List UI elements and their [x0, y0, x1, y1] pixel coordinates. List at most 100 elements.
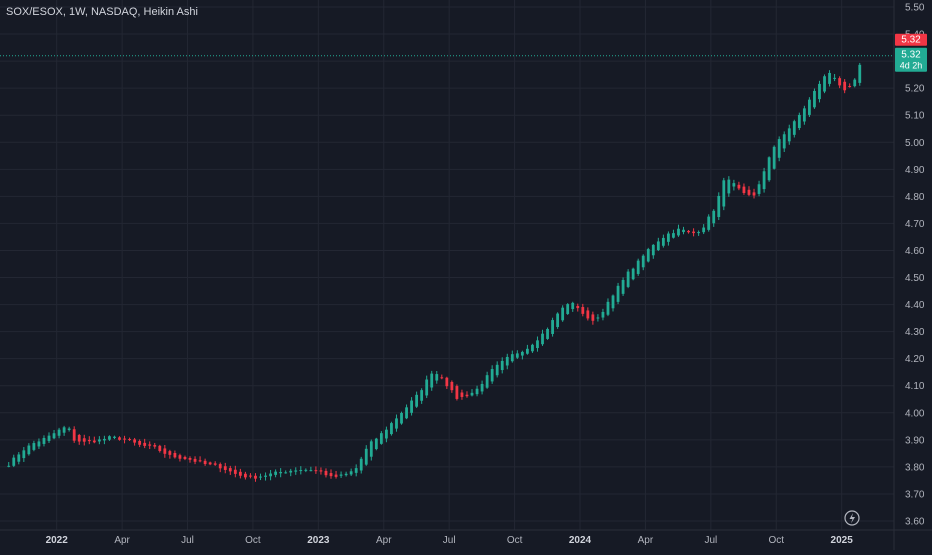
chart-title: SOX/ESOX, 1W, NASDAQ, Heikin Ashi: [6, 6, 198, 18]
candle-body: [621, 280, 625, 294]
candle-body: [289, 470, 293, 473]
candle-body: [636, 260, 640, 274]
candle-body: [254, 475, 257, 479]
candle-body: [77, 434, 81, 442]
y-tick-label: 4.60: [905, 246, 925, 257]
candle-body: [344, 473, 348, 476]
candle-body: [697, 232, 701, 234]
candle-body: [797, 114, 801, 129]
x-tick-label: Apr: [638, 535, 654, 546]
candle-body: [97, 439, 101, 442]
candle-body: [299, 470, 303, 472]
candle-body: [213, 463, 217, 465]
y-tick-label: 3.60: [905, 517, 925, 528]
candle-body: [425, 379, 429, 396]
y-tick-label: 4.80: [905, 192, 925, 203]
price-label-green-value: 5.32: [901, 50, 921, 61]
candle-body: [183, 456, 187, 460]
candle-body: [37, 441, 41, 447]
candle-body: [838, 78, 842, 86]
candle-body: [103, 438, 106, 441]
x-tick-label: Jul: [704, 535, 717, 546]
y-tick-label: 3.70: [905, 489, 925, 500]
candle-body: [369, 441, 373, 457]
x-tick-label: 2025: [831, 535, 854, 546]
candle-body: [153, 445, 157, 447]
candle-body: [319, 470, 323, 472]
y-tick-label: 4.40: [905, 300, 925, 311]
x-tick-label: Oct: [768, 535, 784, 546]
candle-body: [566, 304, 570, 314]
candle-body: [138, 440, 142, 445]
candle-body: [238, 471, 242, 476]
candle-body: [672, 233, 675, 238]
candle-body: [853, 79, 857, 87]
x-tick-label: 2024: [569, 535, 592, 546]
candle-body: [641, 255, 645, 268]
candle-body: [752, 192, 756, 196]
x-tick-label: Apr: [376, 535, 392, 546]
candle-body: [228, 468, 232, 472]
candle-body: [450, 381, 454, 391]
candle-body: [118, 437, 121, 440]
candle-body: [339, 474, 343, 476]
candle-body: [702, 227, 706, 233]
candle-body: [460, 392, 464, 397]
candle-body: [92, 440, 96, 443]
candle-body: [223, 466, 227, 470]
candle-body: [349, 471, 353, 475]
candle-body: [249, 475, 252, 477]
candle-body: [133, 439, 137, 443]
y-tick-label: 3.80: [905, 462, 925, 473]
candle-body: [757, 184, 761, 194]
candle-body: [480, 383, 484, 392]
x-tick-label: Oct: [245, 535, 261, 546]
candle-body: [556, 313, 560, 328]
x-tick-label: Jul: [181, 535, 194, 546]
y-tick-label: 5.20: [905, 84, 925, 95]
lightning-bolt-icon: [849, 513, 855, 524]
y-tick-label: 4.20: [905, 354, 925, 365]
candle-body: [682, 229, 685, 233]
candle-body: [656, 241, 660, 251]
candle-body: [324, 470, 328, 476]
candle-body: [264, 475, 267, 477]
candle-body: [430, 373, 434, 388]
candle-body: [128, 439, 131, 441]
candle-body: [87, 439, 91, 442]
candle-body: [767, 157, 771, 181]
candle-body: [818, 83, 821, 100]
candle-body: [772, 146, 776, 169]
price-label-red-text: 5.32: [901, 35, 921, 46]
candle-body: [586, 310, 590, 319]
candle-body: [782, 134, 786, 149]
candle-body: [692, 231, 695, 234]
candle-body: [536, 340, 539, 349]
candle-body: [7, 465, 11, 467]
candle-body: [727, 179, 731, 194]
candle-body: [858, 64, 862, 83]
candle-body: [334, 474, 338, 477]
candle-body: [198, 460, 202, 462]
candle-body: [32, 443, 36, 450]
candle-body: [445, 377, 449, 387]
candle-body: [22, 450, 26, 459]
candle-body: [259, 476, 262, 478]
candle-body: [188, 457, 192, 460]
candle-body: [410, 400, 413, 413]
candle-body: [17, 454, 21, 462]
candle-body: [143, 442, 147, 446]
candle-body: [148, 444, 152, 446]
candle-body: [405, 407, 408, 419]
candle-body: [712, 210, 716, 224]
candle-body: [244, 473, 247, 478]
y-tick-label: 4.30: [905, 327, 925, 338]
candle-body: [510, 354, 514, 362]
candle-body: [541, 333, 544, 345]
candle-body: [762, 171, 766, 190]
candle-body: [395, 418, 398, 429]
candle-body: [455, 386, 459, 399]
y-tick-label: 5.00: [905, 138, 925, 149]
candle-body: [62, 427, 66, 433]
candle-body: [581, 307, 585, 314]
